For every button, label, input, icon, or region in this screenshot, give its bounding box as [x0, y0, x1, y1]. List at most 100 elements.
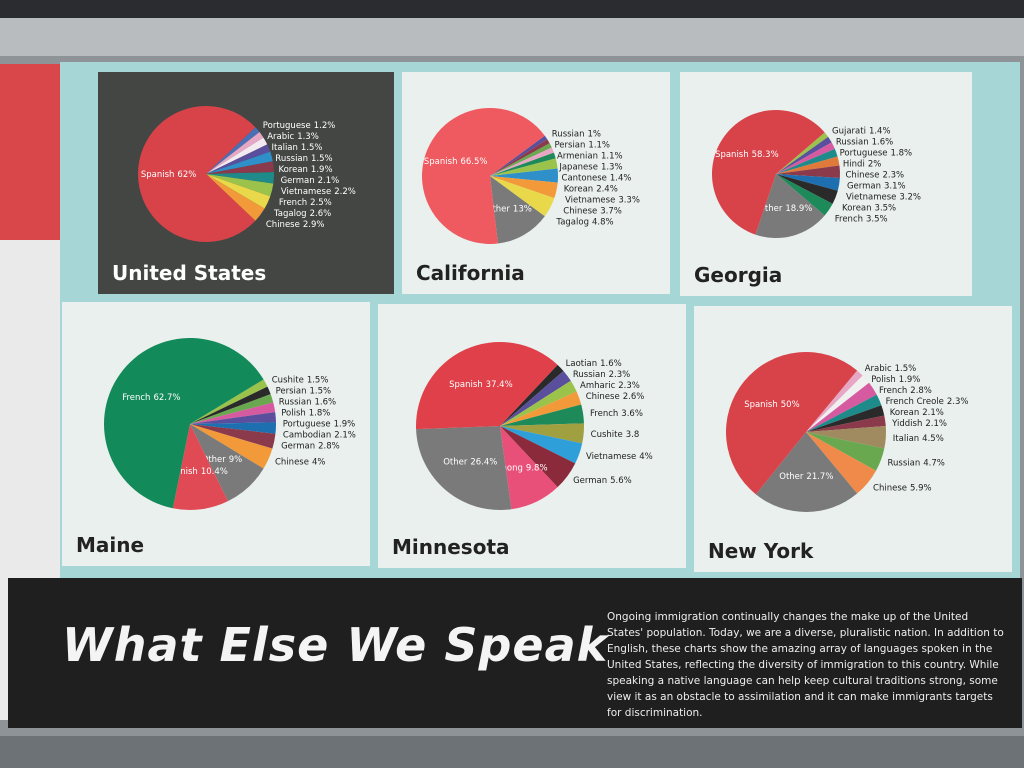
slice-category: Polish	[871, 375, 896, 385]
slice-value: 3.7%	[600, 207, 622, 217]
pie-slice	[190, 412, 276, 424]
slice-value: 4.7%	[923, 458, 945, 468]
slice-value: 3.5%	[866, 214, 888, 224]
slice-category: Russian	[888, 458, 921, 468]
slice-value: 1.9%	[311, 165, 333, 175]
pie-slice	[712, 110, 825, 235]
slice-category: Yiddish	[891, 419, 922, 429]
slice-label: German 2.8%	[281, 442, 340, 452]
slice-label: Chinese 2.3%	[846, 170, 905, 180]
pie-slice	[806, 405, 885, 432]
slice-label: Chinese 4%	[275, 458, 325, 468]
slice-category: Laotian	[566, 359, 597, 369]
pie-slice	[206, 144, 271, 174]
pie-slice	[500, 370, 571, 426]
slice-label: Arabic 1.3%	[267, 132, 319, 142]
slice-value: 58.3%	[752, 150, 779, 160]
slice-label: Laotian 1.6%	[566, 359, 622, 369]
slice-label: German 3.1%	[847, 181, 906, 191]
slice-value: 26.4%	[470, 457, 497, 467]
slice-value: 4%	[312, 458, 326, 468]
slice-label: French 62.7%	[122, 393, 180, 403]
pie-slice	[190, 424, 273, 469]
slice-category: Vietnamese	[846, 192, 896, 202]
slice-label: Vietnamese 3.3%	[565, 196, 640, 206]
slice-value: 1.3%	[297, 132, 319, 142]
slice-value: 1.4%	[610, 174, 632, 184]
slice-category: French Creole	[886, 397, 944, 407]
pie-slice	[755, 432, 858, 512]
pie-slice	[806, 432, 877, 494]
pie-slice	[206, 174, 274, 197]
slice-category: Japanese	[558, 163, 598, 173]
slice-category: Russian	[836, 137, 869, 147]
slice-category: Cushite	[272, 376, 304, 386]
pie-slice	[500, 364, 564, 426]
slice-category: Chinese	[586, 392, 620, 402]
slice-label: Cambodian 2.1%	[283, 431, 356, 441]
pie-slice	[500, 423, 584, 444]
pie-slice	[190, 402, 276, 424]
slice-label: Yiddish 2.1%	[891, 419, 947, 429]
pie-slice	[416, 426, 512, 510]
slice-label: Italian 1.5%	[272, 143, 323, 153]
slice-label: French 3.6%	[590, 409, 643, 419]
slice-label: Other 13%	[486, 204, 532, 214]
slice-label: French 3.5%	[835, 214, 888, 224]
panel-title: What Else We Speak	[62, 618, 609, 672]
slice-value: 1.3%	[601, 163, 623, 173]
chart-title: United States	[112, 261, 266, 285]
slice-value: 21.7%	[806, 472, 833, 482]
pie-slice	[500, 426, 583, 464]
panel-text: Ongoing immigration continually changes …	[607, 611, 1004, 719]
slice-value: 5.6%	[610, 476, 632, 486]
slice-category: Chinese	[563, 207, 597, 217]
slice-category: Polish	[281, 409, 306, 419]
pie-slice	[490, 143, 552, 176]
pie-slice	[206, 172, 274, 184]
slice-category: Other	[443, 457, 468, 467]
slice-value: 62.7%	[153, 393, 180, 403]
slice-category: Spanish	[744, 400, 778, 410]
slice-label: Cushite 1.5%	[272, 376, 329, 386]
pie-slice	[806, 394, 882, 432]
slice-value: 3.2%	[899, 192, 921, 202]
slice-category: Tagalog	[273, 209, 307, 219]
pie-slice	[806, 415, 886, 432]
slice-category: Spanish	[424, 157, 458, 167]
slice-category: Vietnamese	[565, 196, 615, 206]
chart-title: New York	[708, 539, 814, 563]
pie-slice	[490, 158, 558, 176]
slice-value: 5.9%	[910, 483, 932, 493]
pie-slice	[490, 176, 555, 217]
slice-value: 3.8	[626, 430, 640, 440]
slice-value: 2.3%	[618, 381, 640, 391]
slice-value: 50%	[781, 400, 800, 410]
slice-category: German	[847, 181, 881, 191]
slice-value: 3.3%	[618, 196, 640, 206]
slice-label: Persian 1.5%	[276, 387, 332, 397]
slice-category: Gujarati	[832, 126, 866, 136]
slice-label: Polish 1.8%	[281, 409, 330, 419]
slice-value: 2%	[868, 159, 882, 169]
slice-value: 10.4%	[201, 467, 228, 477]
slice-value: 13%	[513, 204, 532, 214]
slice-category: Other	[758, 204, 783, 214]
slice-value: 37.4%	[486, 380, 513, 390]
slice-value: 1.6%	[314, 398, 336, 408]
slice-label: Cantonese 1.4%	[562, 174, 632, 184]
slice-label: Other 18.9%	[758, 204, 812, 214]
slice-label: Gujarati 1.4%	[832, 126, 891, 136]
pie-slice	[776, 174, 833, 216]
pie-slice	[776, 132, 829, 174]
slice-label: Russian 2.3%	[573, 370, 630, 380]
slice-category: German	[573, 476, 607, 486]
slice-category: Russian	[573, 370, 606, 380]
slice-value: 2.8%	[318, 442, 340, 452]
slice-label: Persian 1.1%	[554, 141, 610, 151]
pie-slice	[206, 132, 264, 174]
